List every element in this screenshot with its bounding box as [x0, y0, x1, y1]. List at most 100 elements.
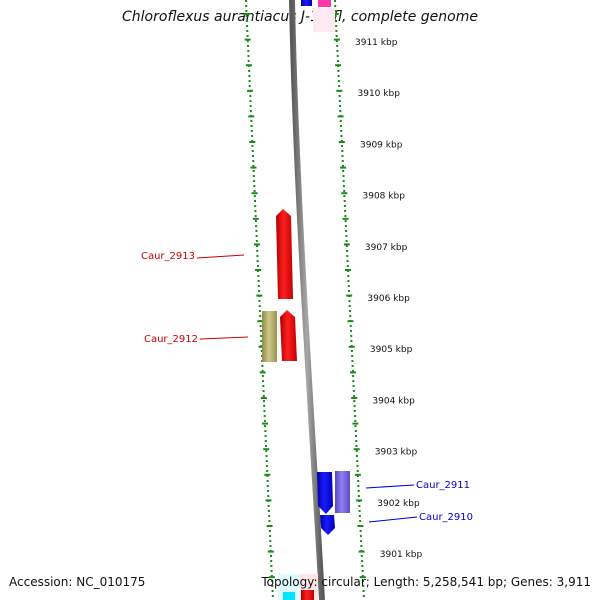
ruler-dot	[252, 160, 255, 162]
gene-label-caur-2913[interactable]: Caur_2913	[141, 251, 195, 262]
ruler-tick-label: 3903 kbp	[375, 448, 418, 458]
ruler-dot	[352, 380, 355, 382]
ruler-tick-left	[268, 576, 275, 579]
ruler-dot	[269, 540, 272, 542]
ruler-dot	[335, 35, 338, 37]
ruler-dot	[334, 15, 337, 17]
ruler-dot	[263, 420, 266, 422]
ruler-tick-left	[252, 217, 259, 220]
ruler-dot	[354, 430, 357, 432]
gene-slateblue	[335, 471, 350, 513]
ruler-dot	[263, 415, 266, 417]
gene-label-caur-2910[interactable]: Caur_2910	[419, 512, 473, 523]
ruler-dot	[265, 455, 268, 457]
ruler-dot	[346, 265, 349, 267]
gene-features	[262, 0, 350, 600]
ruler-dot	[267, 495, 270, 497]
ruler-dot	[254, 205, 257, 207]
ruler-dot	[249, 100, 252, 102]
ruler-dot	[248, 85, 251, 87]
ruler-tick-label: 3906 kbp	[367, 294, 410, 304]
leader-caur-2913	[196, 254, 245, 259]
leader-caur-2910	[368, 516, 418, 523]
ruler-tick-label: 3901 kbp	[380, 550, 423, 560]
ruler-dot	[263, 400, 265, 402]
ruler-tick-right	[333, 38, 340, 41]
ruler-dot	[264, 440, 267, 442]
ruler-dot	[345, 235, 348, 237]
ruler-dot	[247, 45, 249, 47]
ruler-dot	[344, 210, 347, 212]
ruler-tick-label: 3902 kbp	[377, 499, 420, 509]
ruler-dot	[354, 415, 357, 417]
ruler-dot	[343, 190, 346, 192]
ruler-dot	[340, 125, 342, 127]
ruler-tick-right	[335, 64, 342, 67]
ruler-tick-left	[254, 243, 260, 246]
ruler-dot	[248, 75, 251, 77]
ruler-dot	[334, 5, 337, 7]
ruler-dot	[350, 350, 353, 352]
ruler-dot	[349, 310, 351, 312]
ruler-dot	[247, 50, 250, 52]
ruler-dot	[347, 275, 350, 277]
ruler-dot	[252, 155, 254, 157]
ruler-dot	[346, 260, 349, 262]
ruler-dot	[252, 170, 255, 172]
ruler-dot	[270, 575, 273, 577]
ruler-dot	[357, 480, 360, 482]
ruler-dot	[258, 310, 261, 312]
ruler-dot	[335, 25, 338, 27]
ruler-dot	[355, 435, 357, 437]
ruler-tick-right	[337, 115, 344, 118]
ruler-dot	[356, 455, 358, 457]
gene-leader-lines	[196, 254, 418, 523]
ruler-dot	[261, 365, 264, 367]
ruler-dot	[362, 595, 365, 597]
ruler-dot	[266, 475, 269, 477]
ruler-tick-label: 3911 kbp	[355, 38, 398, 48]
ruler-tick-left	[260, 397, 267, 399]
ruler-dot	[361, 560, 364, 562]
ruler-dot	[361, 575, 364, 577]
ruler-tick-left	[248, 115, 255, 118]
ruler-dot	[256, 265, 259, 267]
ruler-tick-right	[336, 89, 343, 92]
gene-caur-2912	[280, 310, 297, 361]
ruler-tick-left	[258, 345, 265, 348]
gene-label-caur-2912[interactable]: Caur_2912	[144, 334, 198, 345]
ruler-dot	[344, 215, 347, 217]
ruler-dot	[342, 170, 345, 172]
ruler-dot	[262, 385, 265, 387]
ruler-dot	[245, 5, 248, 7]
ruler-dot	[258, 290, 261, 292]
gene-label-caur-2911[interactable]: Caur_2911	[416, 480, 470, 491]
ruler-dot	[343, 195, 346, 197]
ruler-dot	[254, 220, 257, 222]
ruler-dot	[345, 245, 348, 247]
ruler-dot	[345, 240, 348, 242]
ruler-dot	[344, 225, 347, 227]
gene-caur-2911	[317, 472, 333, 514]
ruler-dot	[266, 485, 269, 487]
ruler-dot	[267, 505, 270, 507]
ruler-dot	[248, 70, 251, 72]
gene-top-pink	[318, 0, 331, 7]
ruler-dot	[356, 460, 359, 462]
ruler-tick-label: 3909 kbp	[360, 140, 403, 150]
ruler-tick-label: 3910 kbp	[358, 89, 401, 99]
ruler-tick-label: 3905 kbp	[370, 345, 413, 355]
ruler-dot	[249, 95, 252, 97]
ruler-dot	[347, 285, 350, 287]
ruler-dot	[246, 25, 249, 27]
ruler-dot	[259, 330, 262, 332]
ruler-dot	[256, 260, 259, 262]
ruler-ticks-right	[332, 13, 366, 579]
ruler-dot	[259, 325, 262, 327]
ruler-tick-right	[359, 576, 366, 579]
ruler-dot	[263, 410, 266, 412]
ruler-dot	[346, 255, 349, 257]
ruler-dot	[339, 105, 342, 107]
ruler-dot	[264, 435, 267, 437]
ruler-dot	[337, 75, 340, 77]
